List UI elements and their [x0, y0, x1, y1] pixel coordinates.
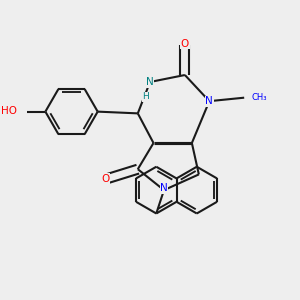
Text: CH₃: CH₃: [252, 93, 267, 102]
Text: N: N: [146, 77, 154, 87]
Text: N: N: [206, 96, 213, 106]
Text: HO: HO: [2, 106, 17, 116]
Text: N: N: [160, 183, 168, 194]
Text: H: H: [142, 92, 149, 101]
Text: O: O: [181, 39, 189, 49]
Text: O: O: [102, 174, 110, 184]
